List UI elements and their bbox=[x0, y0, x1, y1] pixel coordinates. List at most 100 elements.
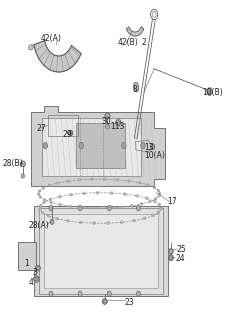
Bar bbox=[44, 214, 157, 288]
Text: 1: 1 bbox=[24, 259, 29, 268]
Ellipse shape bbox=[107, 205, 111, 211]
Ellipse shape bbox=[121, 142, 126, 149]
Text: 29: 29 bbox=[63, 130, 72, 139]
Ellipse shape bbox=[78, 179, 81, 181]
Ellipse shape bbox=[103, 178, 106, 180]
Ellipse shape bbox=[41, 211, 44, 214]
Polygon shape bbox=[42, 118, 140, 176]
Text: 8: 8 bbox=[132, 85, 137, 94]
Ellipse shape bbox=[50, 219, 54, 224]
Text: 23: 23 bbox=[124, 298, 134, 307]
Ellipse shape bbox=[92, 222, 95, 225]
Ellipse shape bbox=[38, 208, 41, 211]
Ellipse shape bbox=[168, 254, 173, 261]
Ellipse shape bbox=[106, 207, 109, 209]
Text: 3: 3 bbox=[32, 268, 37, 277]
Ellipse shape bbox=[96, 191, 99, 194]
Text: 4: 4 bbox=[28, 278, 33, 287]
Ellipse shape bbox=[49, 291, 53, 297]
Polygon shape bbox=[75, 123, 124, 168]
Ellipse shape bbox=[157, 203, 160, 206]
Ellipse shape bbox=[81, 206, 83, 209]
Ellipse shape bbox=[156, 189, 159, 192]
Ellipse shape bbox=[148, 200, 151, 203]
Ellipse shape bbox=[43, 199, 46, 201]
Ellipse shape bbox=[153, 187, 155, 189]
Ellipse shape bbox=[50, 201, 52, 204]
Ellipse shape bbox=[69, 193, 72, 196]
Ellipse shape bbox=[47, 214, 50, 217]
Ellipse shape bbox=[78, 291, 82, 297]
Text: 25: 25 bbox=[176, 245, 185, 254]
Ellipse shape bbox=[58, 195, 61, 198]
Ellipse shape bbox=[151, 214, 154, 217]
Ellipse shape bbox=[130, 204, 133, 207]
Ellipse shape bbox=[140, 203, 142, 205]
Text: 27: 27 bbox=[36, 124, 45, 133]
Text: 113: 113 bbox=[110, 122, 124, 131]
Ellipse shape bbox=[78, 205, 82, 211]
Text: 2: 2 bbox=[141, 38, 146, 47]
Ellipse shape bbox=[90, 178, 93, 180]
Ellipse shape bbox=[137, 181, 140, 184]
Ellipse shape bbox=[110, 192, 112, 195]
Ellipse shape bbox=[102, 299, 107, 304]
Ellipse shape bbox=[42, 187, 44, 189]
Text: 30: 30 bbox=[101, 117, 110, 126]
Ellipse shape bbox=[58, 203, 61, 206]
Text: 13: 13 bbox=[144, 143, 153, 152]
Ellipse shape bbox=[106, 222, 109, 225]
Ellipse shape bbox=[132, 219, 135, 222]
Ellipse shape bbox=[146, 184, 149, 186]
Ellipse shape bbox=[42, 201, 45, 204]
Ellipse shape bbox=[115, 179, 118, 181]
Ellipse shape bbox=[157, 195, 160, 197]
Ellipse shape bbox=[107, 291, 111, 297]
Ellipse shape bbox=[206, 88, 211, 95]
Ellipse shape bbox=[159, 207, 162, 210]
Ellipse shape bbox=[93, 207, 96, 209]
Ellipse shape bbox=[38, 190, 41, 192]
Ellipse shape bbox=[118, 206, 121, 208]
Ellipse shape bbox=[168, 249, 173, 254]
Ellipse shape bbox=[56, 182, 59, 184]
Polygon shape bbox=[34, 206, 167, 296]
Ellipse shape bbox=[150, 144, 154, 149]
Ellipse shape bbox=[66, 220, 69, 222]
Ellipse shape bbox=[68, 130, 72, 136]
Ellipse shape bbox=[39, 196, 41, 198]
Text: 28(B): 28(B) bbox=[2, 159, 23, 168]
Ellipse shape bbox=[156, 211, 159, 214]
Ellipse shape bbox=[127, 180, 130, 182]
Ellipse shape bbox=[105, 124, 109, 129]
Text: 10(A): 10(A) bbox=[143, 151, 164, 160]
Ellipse shape bbox=[21, 174, 25, 178]
Ellipse shape bbox=[69, 205, 72, 208]
Ellipse shape bbox=[49, 205, 53, 211]
Ellipse shape bbox=[135, 195, 138, 197]
Text: 10(B): 10(B) bbox=[201, 88, 222, 97]
Ellipse shape bbox=[35, 265, 40, 271]
Ellipse shape bbox=[28, 45, 33, 50]
Ellipse shape bbox=[158, 192, 160, 195]
Bar bbox=[18, 242, 36, 270]
Text: 17: 17 bbox=[166, 197, 176, 206]
Ellipse shape bbox=[153, 200, 155, 203]
Ellipse shape bbox=[154, 197, 156, 200]
Polygon shape bbox=[31, 106, 165, 186]
Ellipse shape bbox=[143, 217, 146, 220]
Ellipse shape bbox=[79, 142, 83, 149]
Ellipse shape bbox=[105, 113, 110, 119]
Text: 42(B): 42(B) bbox=[117, 38, 138, 47]
Text: 28(A): 28(A) bbox=[28, 221, 49, 230]
Ellipse shape bbox=[20, 161, 25, 167]
Ellipse shape bbox=[115, 119, 120, 126]
Bar bbox=[38, 208, 162, 294]
Ellipse shape bbox=[145, 197, 148, 200]
Ellipse shape bbox=[133, 82, 138, 92]
Ellipse shape bbox=[159, 207, 162, 210]
Ellipse shape bbox=[123, 193, 126, 196]
Ellipse shape bbox=[39, 204, 42, 207]
Ellipse shape bbox=[43, 142, 47, 149]
Ellipse shape bbox=[34, 276, 39, 282]
